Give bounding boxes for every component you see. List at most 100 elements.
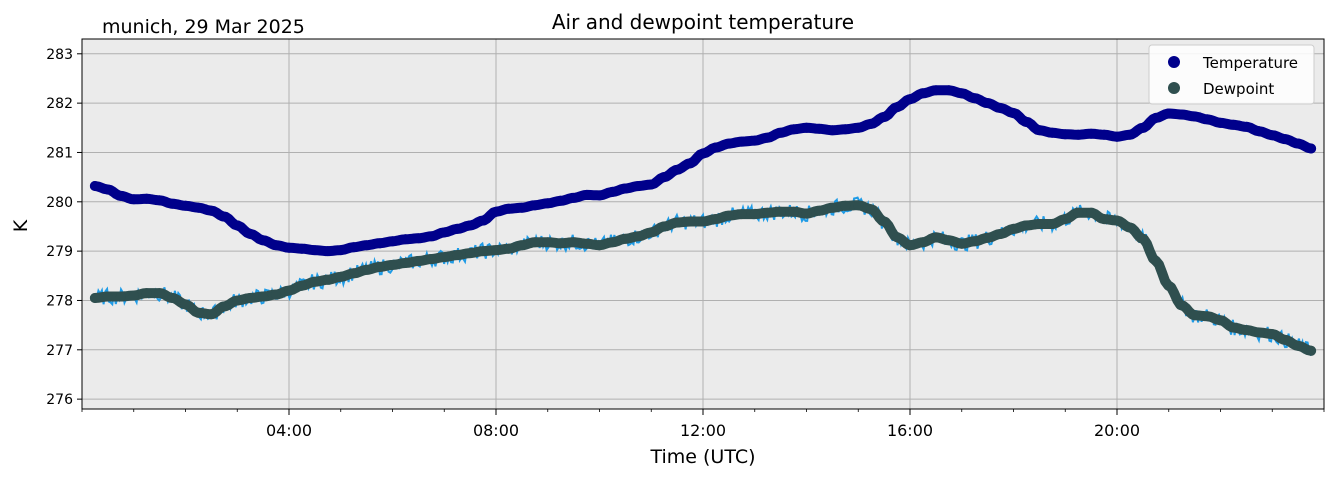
data-point-dewpoint (219, 301, 230, 312)
series-points-temperature (89, 85, 1317, 257)
data-point-temperature (413, 233, 424, 244)
data-point-temperature (1189, 111, 1200, 122)
y-axis-label: K (10, 219, 32, 232)
data-point-temperature (491, 206, 501, 217)
data-point-temperature (646, 179, 657, 190)
data-point-temperature (1124, 129, 1135, 140)
data-point-dewpoint (943, 235, 954, 246)
data-point-temperature (1060, 129, 1071, 140)
data-point-temperature (1215, 117, 1226, 128)
data-point-temperature (348, 242, 359, 253)
data-point-temperature (426, 231, 437, 242)
data-point-temperature (1021, 116, 1032, 127)
legend: Temperature Dewpoint (1148, 44, 1315, 105)
data-point-temperature (1202, 114, 1213, 125)
data-point-temperature (943, 85, 954, 96)
data-point-dewpoint (309, 276, 320, 287)
x-tick-label: 16:00 (887, 421, 933, 440)
x-axis: 04:00 08:00 12:00 16:00 20:00 (81, 409, 1325, 440)
x-tick-label: 08:00 (473, 421, 519, 440)
data-point-temperature (969, 93, 980, 104)
data-point-temperature (542, 198, 553, 209)
legend-box (1148, 44, 1315, 105)
y-tick-label: 280 (46, 195, 73, 211)
data-point-dewpoint (1099, 214, 1110, 225)
series-points-dewpoint (89, 200, 1317, 356)
data-point-temperature (710, 142, 721, 153)
data-point-dewpoint (154, 288, 165, 299)
data-point-temperature (1073, 129, 1084, 140)
data-point-dewpoint (866, 204, 877, 215)
legend-marker-temperature (1168, 56, 1180, 68)
chart-subtitle: munich, 29 Mar 2025 (102, 16, 305, 38)
data-point-dewpoint (284, 285, 294, 296)
data-point-dewpoint (969, 236, 980, 247)
x-tick-label: 20:00 (1094, 421, 1140, 440)
data-point-dewpoint (1228, 322, 1239, 333)
data-point-dewpoint (413, 256, 424, 266)
data-point-temperature (827, 125, 838, 136)
data-point-temperature (245, 228, 256, 239)
data-point-dewpoint (840, 200, 851, 211)
data-point-dewpoint (1267, 329, 1278, 339)
data-point-temperature (853, 122, 864, 133)
data-point-dewpoint (1150, 256, 1161, 266)
data-point-dewpoint (788, 206, 799, 217)
data-point-dewpoint (516, 240, 527, 251)
data-point-dewpoint (594, 240, 605, 251)
data-point-dewpoint (995, 228, 1006, 239)
y-tick-label: 278 (46, 293, 73, 309)
data-point-temperature (892, 102, 903, 113)
data-point-temperature (762, 132, 773, 143)
data-point-temperature (193, 202, 204, 213)
data-point-dewpoint (387, 259, 398, 270)
data-point-dewpoint (1060, 214, 1071, 225)
y-tick-label: 283 (46, 47, 73, 63)
legend-marker-dewpoint (1168, 82, 1180, 94)
data-point-dewpoint (322, 274, 333, 285)
data-point-dewpoint (930, 232, 941, 243)
data-point-dewpoint (1241, 325, 1252, 336)
data-point-dewpoint (258, 291, 269, 302)
data-point-dewpoint (271, 289, 282, 300)
data-point-temperature (581, 189, 592, 200)
data-point-temperature (633, 181, 644, 191)
data-point-dewpoint (452, 250, 463, 261)
data-point-dewpoint (296, 280, 307, 291)
data-point-dewpoint (542, 237, 553, 248)
data-point-dewpoint (775, 206, 786, 217)
data-point-dewpoint (685, 216, 696, 227)
data-point-temperature (995, 103, 1006, 114)
data-point-temperature (296, 243, 307, 254)
data-point-dewpoint (1137, 233, 1148, 244)
data-point-temperature (594, 190, 605, 201)
data-point-temperature (1150, 112, 1161, 123)
data-point-temperature (322, 246, 333, 257)
data-point-temperature (1293, 138, 1304, 149)
data-point-temperature (529, 200, 540, 211)
data-point-temperature (258, 235, 269, 246)
series-layer (89, 85, 1317, 356)
x-tick-label: 12:00 (680, 421, 726, 440)
data-point-dewpoint (607, 237, 618, 248)
data-point-dewpoint (1254, 327, 1265, 338)
chart-title: Air and dewpoint temperature (552, 10, 854, 34)
data-point-temperature (840, 124, 851, 135)
data-point-temperature (607, 186, 618, 197)
data-point-temperature (141, 193, 152, 204)
data-point-dewpoint (581, 238, 592, 249)
data-point-temperature (400, 234, 411, 245)
legend-label-temperature: Temperature (1202, 54, 1298, 72)
data-point-temperature (698, 148, 708, 159)
data-point-temperature (1254, 126, 1265, 137)
data-point-temperature (917, 88, 928, 99)
data-point-temperature (89, 181, 100, 191)
data-point-dewpoint (1008, 223, 1019, 234)
data-point-temperature (284, 242, 294, 253)
data-point-dewpoint (180, 299, 191, 310)
data-point-dewpoint (1124, 222, 1135, 233)
data-point-temperature (1280, 134, 1291, 145)
data-point-temperature (814, 123, 825, 134)
data-point-dewpoint (335, 271, 346, 282)
